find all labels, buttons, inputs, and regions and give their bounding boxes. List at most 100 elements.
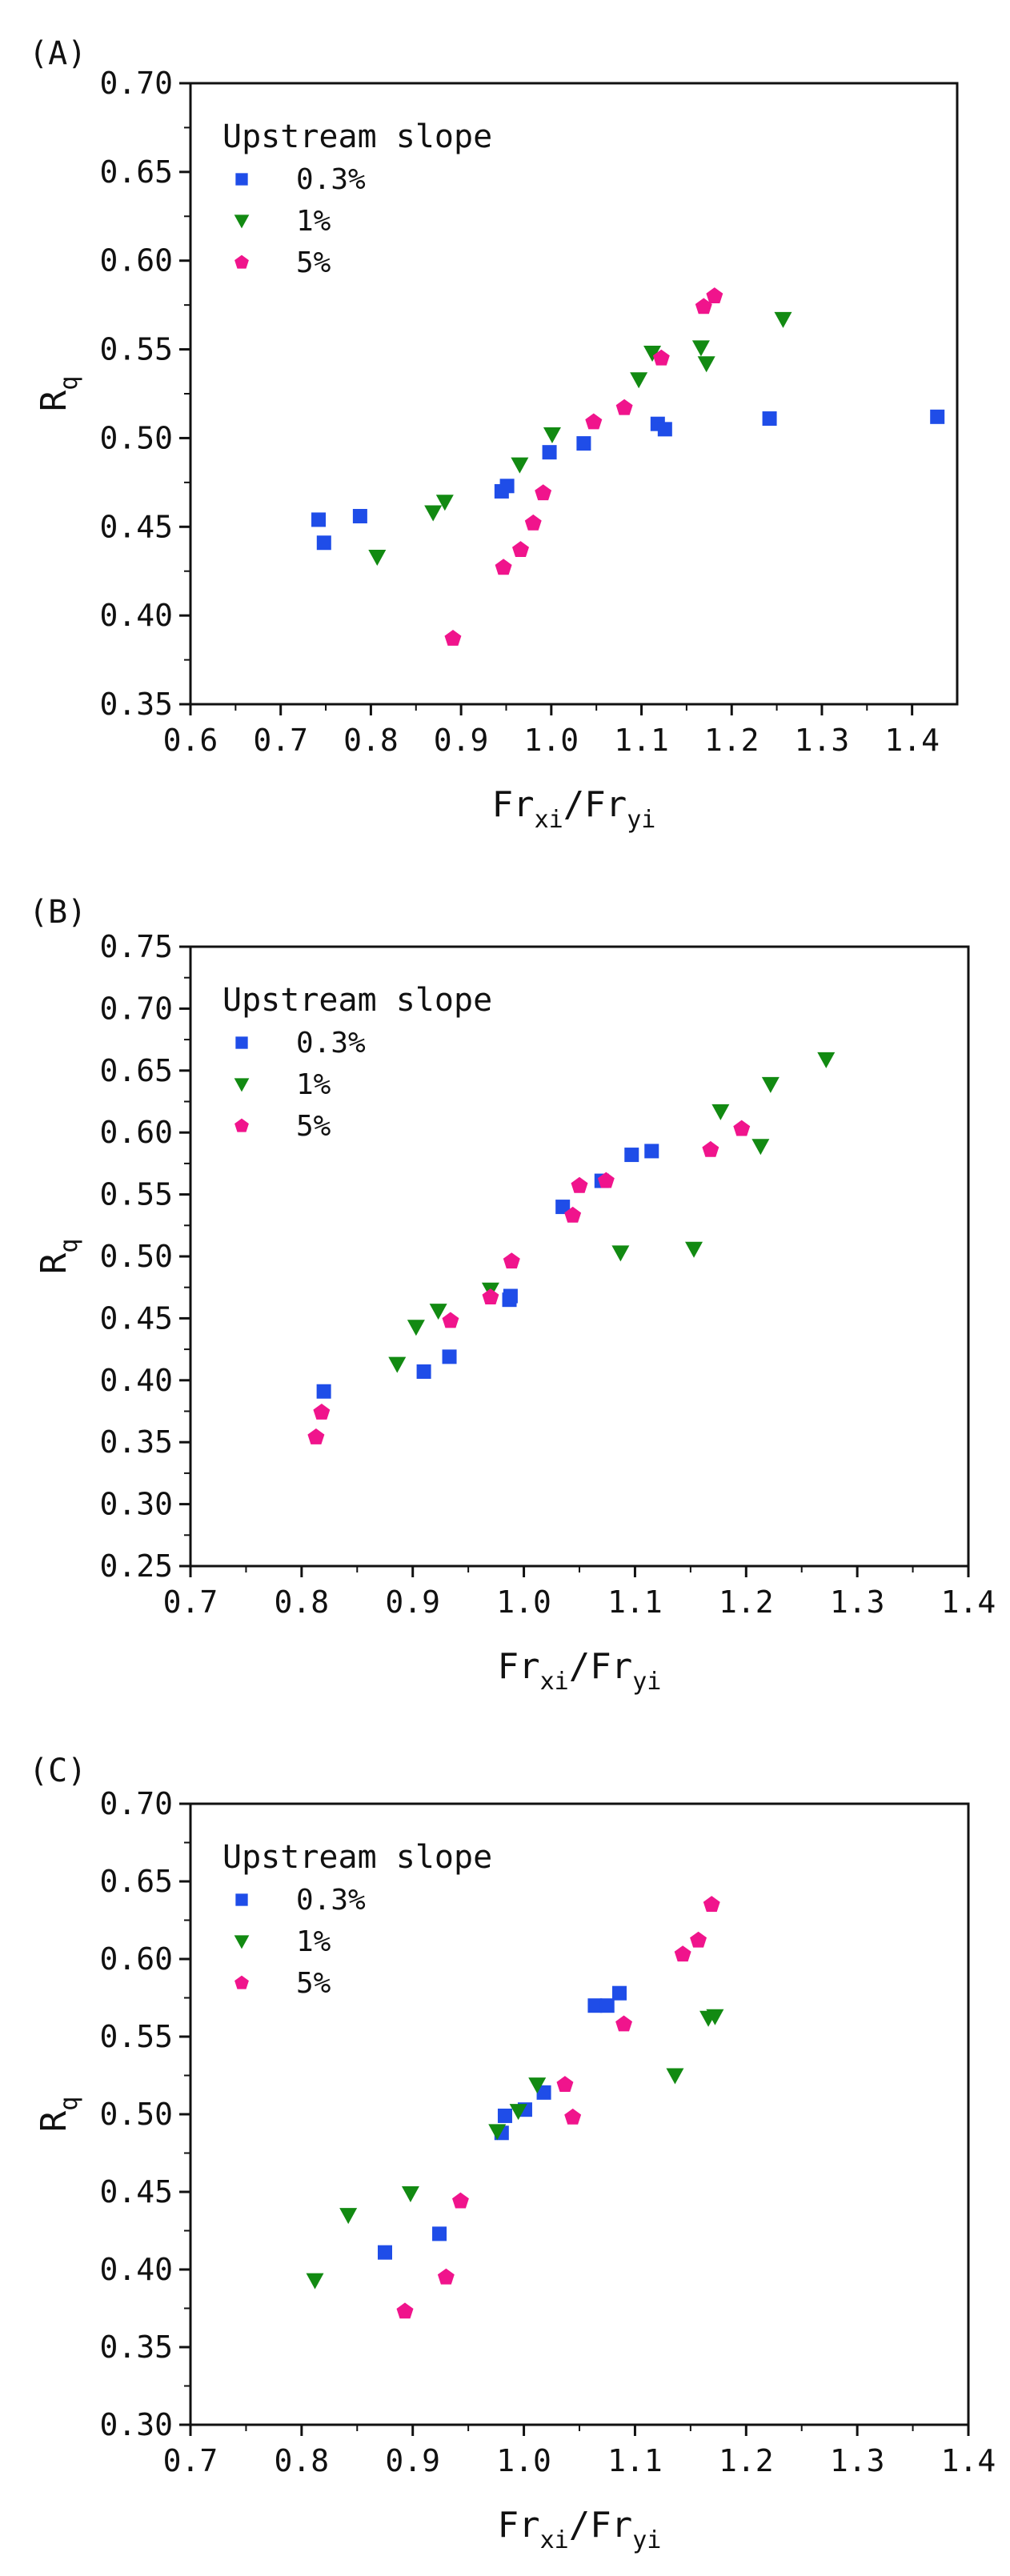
y-tick-label-b: 0.55 bbox=[99, 1177, 173, 1212]
legend-title-b: Upstream slope bbox=[222, 982, 492, 1019]
data-point-c-2 bbox=[437, 2268, 455, 2285]
legend-label-a-1: 1% bbox=[296, 205, 331, 238]
data-point-b-2 bbox=[597, 1172, 615, 1188]
x-tick-label-b: 1.2 bbox=[719, 1584, 774, 1620]
data-point-a-0 bbox=[316, 535, 331, 551]
data-point-c-0 bbox=[378, 2245, 392, 2260]
legend-marker-b-2 bbox=[234, 1118, 249, 1132]
y-tick-label-c: 0.60 bbox=[99, 1941, 173, 1977]
legend-marker-c-1 bbox=[234, 1935, 250, 1949]
chart-panel-c: (C) 0.7 0.8 0.9 1.0 1.1 1.2 1.3 1.4 0.30 0.35 0.40 0… bbox=[0, 1717, 1010, 2576]
x-tick-label-c: 1.2 bbox=[719, 2443, 774, 2478]
y-tick-label-c: 0.55 bbox=[99, 2019, 173, 2054]
data-point-b-2 bbox=[564, 1206, 582, 1223]
y-axis-title-main: R bbox=[34, 390, 74, 411]
legend-label-c-0: 0.3% bbox=[296, 1884, 366, 1917]
legend-marker-a-0 bbox=[235, 173, 248, 186]
data-point-b-2 bbox=[442, 1312, 459, 1328]
x-axis-title-sub: xi bbox=[540, 2526, 569, 2554]
legend-title-a: Upstream slope bbox=[222, 118, 492, 155]
series-c-1 bbox=[306, 2009, 724, 2290]
data-point-c-2 bbox=[615, 2015, 632, 2032]
x-tick-label-c: 0.7 bbox=[163, 2443, 218, 2478]
x-tick-label-b: 1.1 bbox=[607, 1584, 663, 1620]
data-point-c-2 bbox=[703, 1896, 720, 1912]
x-tick-label-b: 0.7 bbox=[163, 1584, 218, 1620]
scatter-plot-b: (B) 0.7 0.8 0.9 1.0 1.1 1.2 1.3 1.4 0.25 0.30 0.35 0… bbox=[29, 894, 996, 1696]
data-point-b-0 bbox=[442, 1349, 457, 1364]
data-point-a-1 bbox=[643, 346, 662, 363]
series-c-2 bbox=[396, 1896, 720, 2319]
data-point-a-0 bbox=[542, 445, 557, 460]
data-point-a-0 bbox=[352, 508, 367, 523]
data-point-c-0 bbox=[432, 2226, 447, 2241]
data-point-b-1 bbox=[761, 1076, 780, 1093]
data-point-c-0 bbox=[611, 1985, 627, 2001]
data-point-c-2 bbox=[452, 2192, 469, 2209]
y-axis-title-c: Rq bbox=[34, 2097, 83, 2133]
data-point-b-0 bbox=[416, 1364, 431, 1379]
data-point-c-1 bbox=[706, 2009, 724, 2025]
y-tick-label-b: 0.30 bbox=[99, 1487, 173, 1522]
data-point-b-1 bbox=[711, 1104, 730, 1120]
x-tick-label-a: 1.1 bbox=[614, 723, 669, 758]
legend-label-a-2: 5% bbox=[296, 246, 331, 279]
data-point-b-2 bbox=[503, 1252, 520, 1269]
y-tick-label-b: 0.50 bbox=[99, 1239, 173, 1274]
data-point-a-2 bbox=[652, 349, 670, 366]
y-tick-label-a: 0.50 bbox=[99, 420, 173, 455]
x-tick-label-b: 1.0 bbox=[496, 1584, 551, 1620]
x-axis-title-a: Frxi/Fryi bbox=[492, 784, 656, 834]
data-point-a-1 bbox=[543, 427, 561, 443]
y-tick-label-a: 0.40 bbox=[99, 598, 173, 633]
data-point-c-2 bbox=[674, 1945, 691, 1962]
data-point-b-1 bbox=[388, 1356, 407, 1373]
legend-marker-a-1 bbox=[234, 214, 250, 229]
data-point-c-0 bbox=[587, 1998, 603, 2013]
y-tick-label-a: 0.65 bbox=[99, 154, 173, 190]
y-axis-title-sub: q bbox=[55, 2097, 83, 2111]
data-point-a-1 bbox=[511, 457, 529, 474]
data-point-a-2 bbox=[695, 298, 712, 314]
legend-marker-c-2 bbox=[234, 1975, 249, 1989]
data-point-a-1 bbox=[697, 356, 715, 373]
x-tick-label-c: 1.3 bbox=[830, 2443, 885, 2478]
y-tick-label-b: 0.45 bbox=[99, 1300, 173, 1336]
data-point-a-0 bbox=[576, 436, 591, 451]
x-axis-title-sub: yi bbox=[627, 806, 655, 834]
data-point-a-0 bbox=[499, 479, 515, 494]
x-axis-title-mid: /Fr bbox=[569, 1646, 632, 1687]
data-point-c-1 bbox=[401, 2185, 419, 2202]
data-point-a-1 bbox=[630, 372, 648, 389]
y-tick-label-a: 0.45 bbox=[99, 509, 173, 544]
legend-marker-c-0 bbox=[235, 1893, 248, 1906]
x-tick-label-a: 1.2 bbox=[704, 723, 760, 758]
data-point-b-1 bbox=[429, 1304, 447, 1320]
x-tick-label-b: 1.4 bbox=[941, 1584, 996, 1620]
data-point-c-1 bbox=[306, 2273, 324, 2290]
y-axis-title-b: Rq bbox=[34, 1239, 83, 1275]
x-axis-title-b: Frxi/Fryi bbox=[498, 1646, 662, 1696]
series-a-2 bbox=[444, 287, 723, 646]
data-point-b-0 bbox=[644, 1144, 659, 1159]
x-axis-title-sub: yi bbox=[632, 1668, 661, 1696]
x-axis-title-sub: xi bbox=[535, 806, 563, 834]
y-tick-label-b: 0.60 bbox=[99, 1115, 173, 1150]
legend-marker-b-1 bbox=[234, 1078, 250, 1092]
data-point-c-2 bbox=[690, 1931, 707, 1948]
y-tick-label-b: 0.70 bbox=[99, 991, 173, 1026]
y-tick-label-a: 0.70 bbox=[99, 66, 173, 101]
y-tick-label-b: 0.40 bbox=[99, 1363, 173, 1398]
y-axis-title-sub: q bbox=[55, 1239, 83, 1253]
x-tick-label-a: 0.7 bbox=[253, 723, 308, 758]
y-tick-label-a: 0.55 bbox=[99, 332, 173, 367]
data-point-b-1 bbox=[611, 1245, 630, 1262]
legend-marker-b-0 bbox=[235, 1036, 248, 1049]
y-tick-label-c: 0.65 bbox=[99, 1864, 173, 1899]
legend-label-b-1: 1% bbox=[296, 1068, 331, 1101]
data-point-c-1 bbox=[509, 2104, 527, 2121]
legend-label-b-2: 5% bbox=[296, 1110, 331, 1143]
scatter-plot-c: (C) 0.7 0.8 0.9 1.0 1.1 1.2 1.3 1.4 0.30 0.35 0.40 0… bbox=[29, 1753, 996, 2554]
data-point-c-2 bbox=[556, 2076, 574, 2092]
x-tick-label-c: 0.9 bbox=[385, 2443, 440, 2478]
